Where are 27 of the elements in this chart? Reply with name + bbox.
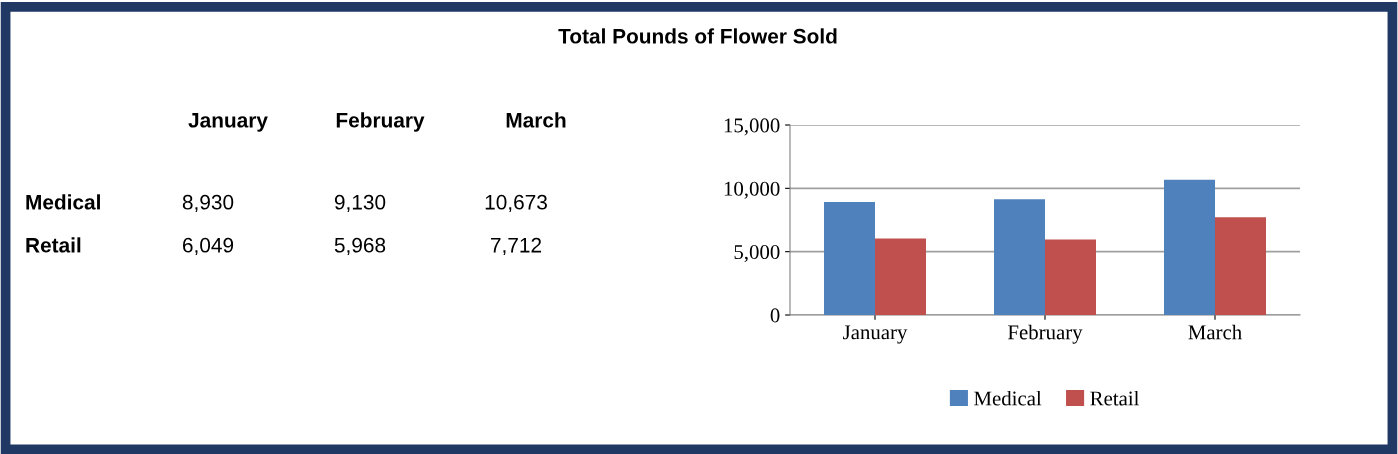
y-tick-label: 15,000 (724, 118, 780, 136)
bar (824, 201, 875, 315)
text: Total Pounds of Flower Sold (558, 28, 837, 44)
bar (1045, 239, 1096, 315)
bar (1164, 179, 1215, 315)
text: 9,130 (334, 194, 386, 213)
text: Retail (26, 237, 81, 253)
y-tick-label: 10,000 (724, 181, 780, 199)
text: March (506, 112, 566, 128)
x-tick-label: January (843, 325, 908, 344)
text: 6,049 (182, 237, 234, 256)
x-tick-label: February (1008, 324, 1083, 344)
legend-label: Retail (1090, 390, 1140, 406)
x-tick-label: March (1188, 324, 1242, 340)
y-tick-label: 0 (770, 308, 780, 323)
text: January (188, 113, 268, 132)
bar (875, 238, 926, 315)
text: 5,968 (334, 237, 386, 256)
text: February (336, 112, 425, 132)
text: 8,930 (182, 194, 234, 213)
bar (1215, 217, 1266, 315)
bar (994, 199, 1045, 315)
text: Medical (26, 194, 100, 210)
text: 7,712 (491, 237, 542, 256)
text: 10,673 (485, 194, 547, 213)
y-tick-label: 5,000 (734, 245, 780, 263)
legend-label: Medical (974, 390, 1042, 406)
